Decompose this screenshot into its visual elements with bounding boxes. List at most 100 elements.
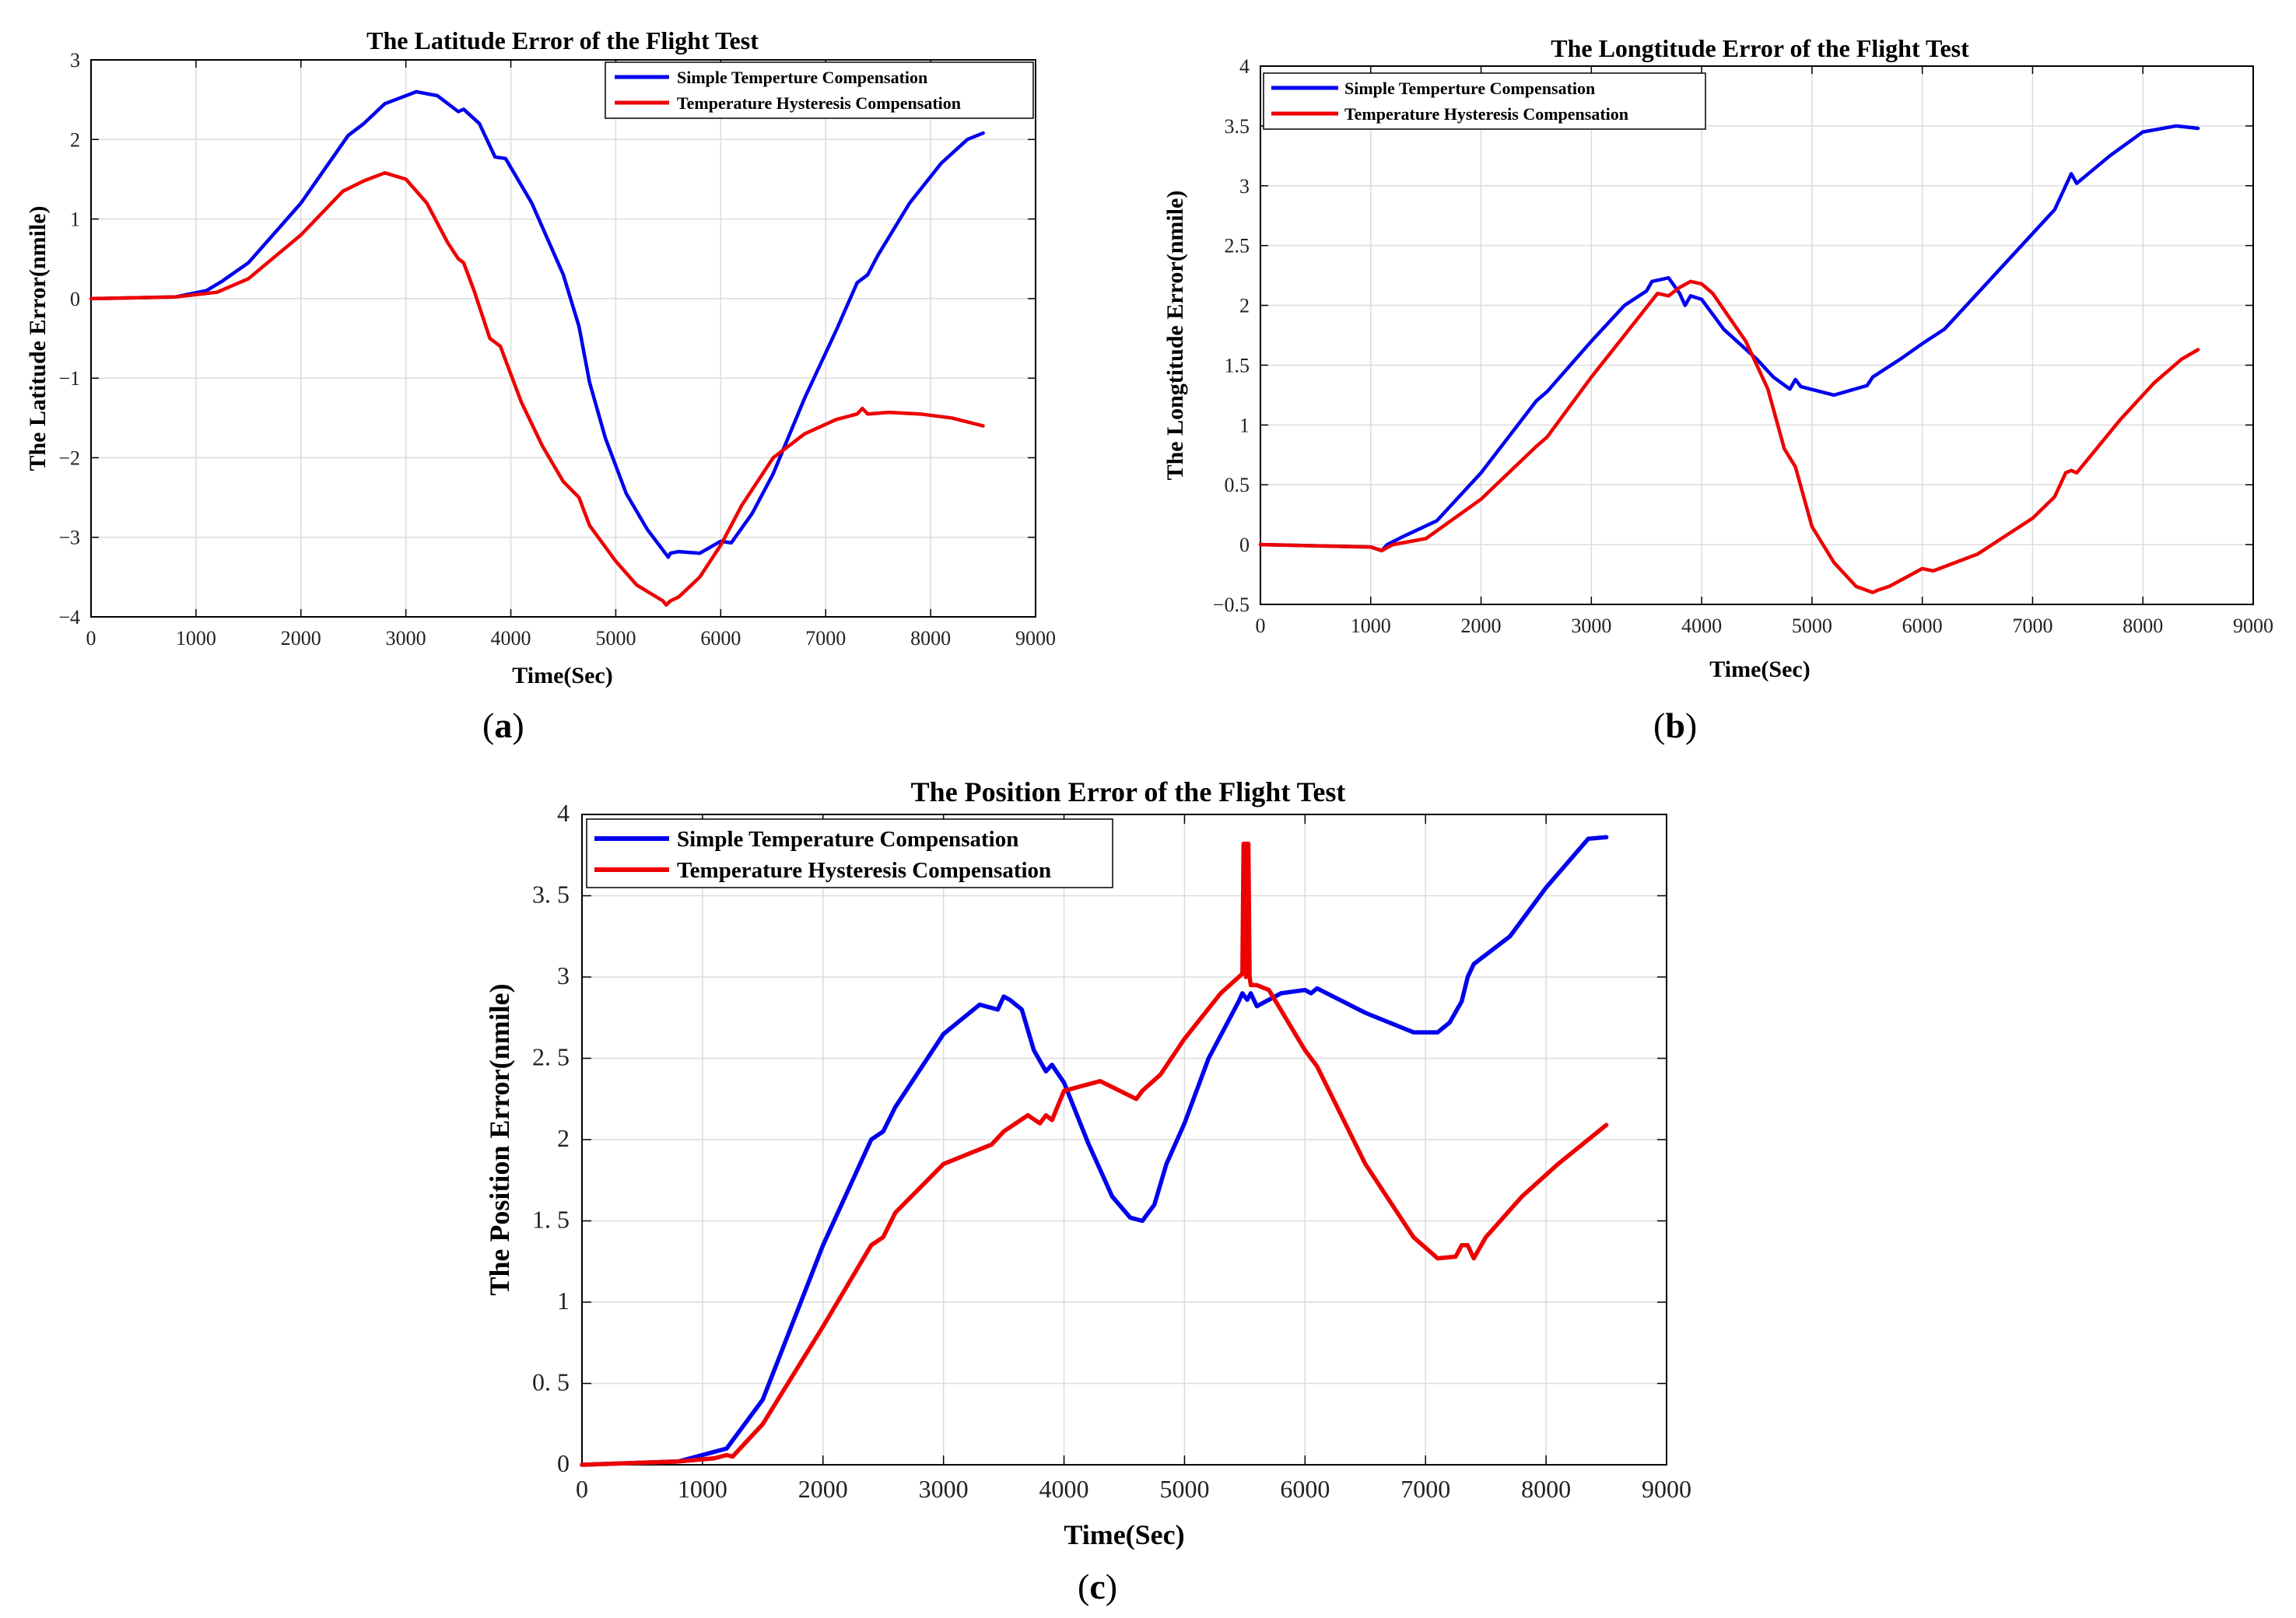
x-tick-label: 1000 — [678, 1475, 727, 1503]
x-tick-label: 0 — [576, 1475, 588, 1503]
y-tick-label: −1 — [58, 367, 80, 390]
y-tick-label: 0. 5 — [532, 1368, 570, 1396]
legend-entry-simple: Simple Temperture Compensation — [1344, 79, 1595, 98]
x-tick-label: 6000 — [1902, 615, 1943, 637]
series-lines — [1258, 124, 2200, 594]
y-tick-label: −3 — [58, 527, 80, 549]
plot-frame — [90, 59, 1036, 618]
y-tick-label: 2 — [1239, 295, 1250, 317]
x-tick-label: 1000 — [176, 627, 216, 650]
series-line-blue — [580, 835, 1609, 1467]
y-tick-label: 0.5 — [1225, 474, 1250, 496]
y-axis-label: The Latitude Error(nmile) — [25, 205, 51, 471]
legend-box — [586, 818, 1113, 888]
x-tick-label: 5000 — [595, 627, 636, 650]
y-tick-label: 1. 5 — [532, 1206, 570, 1234]
y-tick-label: 1 — [70, 208, 80, 231]
x-tick-label: 5000 — [1159, 1475, 1209, 1503]
x-axis-label: Time(Sec) — [512, 663, 612, 688]
y-tick-label: 0 — [557, 1449, 570, 1477]
x-tick-label: 0 — [86, 627, 96, 650]
y-tick-label: 3 — [70, 49, 80, 72]
axis-ticks: 0 1000 2000 3000 4000 5000 6000 7000 8000 9000 −4 −… — [58, 49, 1056, 650]
x-axis-label: Time(Sec) — [1709, 657, 1810, 682]
y-tick-label: −4 — [58, 606, 80, 629]
series-lines — [580, 835, 1609, 1467]
legend-entry-hysteresis: Temperature Hysteresis Compensation — [677, 93, 961, 113]
latitude-error-chart: The Latitude Error of the Flight Test 0 1… — [25, 26, 1056, 745]
legend-box — [1263, 72, 1706, 130]
x-tick-label: 2000 — [1461, 615, 1502, 637]
y-tick-label: 1 — [1239, 414, 1250, 436]
grid — [582, 814, 1667, 1465]
y-tick-label: 3. 5 — [532, 881, 570, 909]
axis-ticks: 0 1000 2000 3000 4000 5000 6000 7000 8000 9000 0 0.… — [532, 799, 1691, 1503]
x-tick-label: 2000 — [798, 1475, 848, 1503]
chart-title: The Longtitude Error of the Flight Test — [1551, 34, 1969, 62]
series-line-blue — [1258, 124, 2200, 553]
y-tick-label: 0 — [1239, 534, 1250, 556]
legend: Simple Temperture Compensation Temperatu… — [1263, 72, 1706, 130]
x-axis-label: Time(Sec) — [1064, 1519, 1184, 1550]
longitude-error-chart: The Longtitude Error of the Flight Test … — [1162, 34, 2273, 745]
legend: Simple Temperature Compensation Temperat… — [586, 818, 1113, 888]
y-tick-label: 2. 5 — [532, 1043, 570, 1071]
series-lines — [89, 89, 985, 607]
y-tick-label: 4 — [1239, 55, 1250, 78]
legend-entry-simple: Simple Temperture Compensation — [677, 68, 927, 87]
series-line-blue — [89, 89, 985, 559]
caption-b: (b) — [1653, 706, 1697, 745]
x-tick-label: 9000 — [1642, 1475, 1691, 1503]
x-tick-label: 6000 — [1280, 1475, 1330, 1503]
y-tick-label: 1.5 — [1225, 354, 1250, 376]
x-tick-label: 1000 — [1351, 615, 1391, 637]
x-tick-label: 4000 — [1039, 1475, 1089, 1503]
series-line-red — [89, 170, 985, 607]
y-tick-label: 0 — [70, 288, 80, 310]
chart-title: The Latitude Error of the Flight Test — [366, 26, 759, 54]
y-tick-label: 2 — [70, 128, 80, 151]
legend-entry-hysteresis: Temperature Hysteresis Compensation — [677, 858, 1051, 883]
x-tick-label: 5000 — [1792, 615, 1832, 637]
caption-a: (a) — [482, 706, 524, 745]
legend-box — [605, 61, 1034, 119]
x-tick-label: 4000 — [491, 627, 531, 650]
x-tick-label: 3000 — [1571, 615, 1611, 637]
legend-entry-hysteresis: Temperature Hysteresis Compensation — [1344, 104, 1628, 124]
y-tick-label: 2.5 — [1225, 235, 1250, 257]
x-tick-label: 8000 — [910, 627, 951, 650]
y-tick-label: 3 — [557, 961, 570, 989]
y-axis-label: The Longtitude Error(nmile) — [1162, 191, 1188, 481]
x-tick-label: 3000 — [919, 1475, 969, 1503]
y-tick-label: −0.5 — [1213, 594, 1250, 616]
x-tick-label: 3000 — [386, 627, 426, 650]
legend: Simple Temperture Compensation Temperatu… — [605, 61, 1034, 119]
y-tick-label: 3 — [1239, 175, 1250, 198]
plot-frame — [1260, 65, 2254, 605]
x-tick-label: 0 — [1256, 615, 1266, 637]
x-tick-label: 8000 — [1521, 1475, 1571, 1503]
x-tick-label: 6000 — [700, 627, 741, 650]
x-tick-label: 9000 — [1015, 627, 1056, 650]
x-tick-label: 7000 — [2012, 615, 2052, 637]
x-tick-label: 7000 — [1400, 1475, 1450, 1503]
y-axis-label: The Position Error(nmile) — [484, 983, 515, 1295]
series-line-red — [1258, 279, 2200, 594]
x-tick-label: 8000 — [2122, 615, 2163, 637]
y-tick-label: 3.5 — [1225, 115, 1250, 138]
series-line-red — [580, 841, 1609, 1467]
x-tick-label: 4000 — [1681, 615, 1722, 637]
y-tick-label: 4 — [557, 799, 570, 827]
y-tick-label: 1 — [557, 1287, 570, 1315]
grid — [91, 60, 1036, 617]
y-tick-label: 2 — [557, 1124, 570, 1152]
legend-entry-simple: Simple Temperature Compensation — [677, 827, 1018, 852]
axis-ticks: 0 1000 2000 3000 4000 5000 6000 7000 8000 9000 −0.… — [1213, 55, 2273, 637]
x-tick-label: 2000 — [281, 627, 321, 650]
y-tick-label: −2 — [58, 447, 80, 469]
chart-title: The Position Error of the Flight Test — [911, 776, 1346, 807]
position-error-chart: The Position Error of the Flight Test 0 1… — [484, 776, 1691, 1606]
caption-c: (c) — [1078, 1567, 1117, 1606]
x-tick-label: 9000 — [2233, 615, 2273, 637]
x-tick-label: 7000 — [805, 627, 846, 650]
